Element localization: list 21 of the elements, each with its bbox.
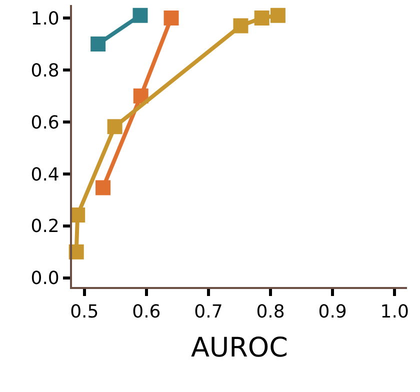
y-tick-label: 0.6	[30, 112, 60, 134]
x-tick-label: 0.8	[256, 302, 285, 323]
point	[90, 36, 106, 52]
point	[233, 18, 248, 34]
y-tick-label: 0.8	[30, 60, 60, 82]
point	[254, 10, 270, 26]
x-tick-label: 1.0	[380, 302, 409, 323]
point	[107, 119, 122, 134]
x-tick-label: 0.6	[132, 302, 161, 323]
y-tick-label: 0.0	[30, 268, 60, 290]
x-tick-label: 0.7	[194, 302, 223, 323]
y-tick-label: 0.4	[30, 164, 60, 186]
x-tick-label: 0.5	[70, 302, 99, 323]
x-axis-title: AUROC	[190, 332, 288, 364]
y-tick-label: 0.2	[30, 216, 60, 238]
x-tick-label: 0.9	[318, 302, 347, 323]
point	[164, 10, 179, 26]
point	[96, 180, 111, 196]
y-tick-label: 1.0	[30, 8, 60, 30]
point	[270, 8, 286, 23]
point	[132, 8, 148, 23]
